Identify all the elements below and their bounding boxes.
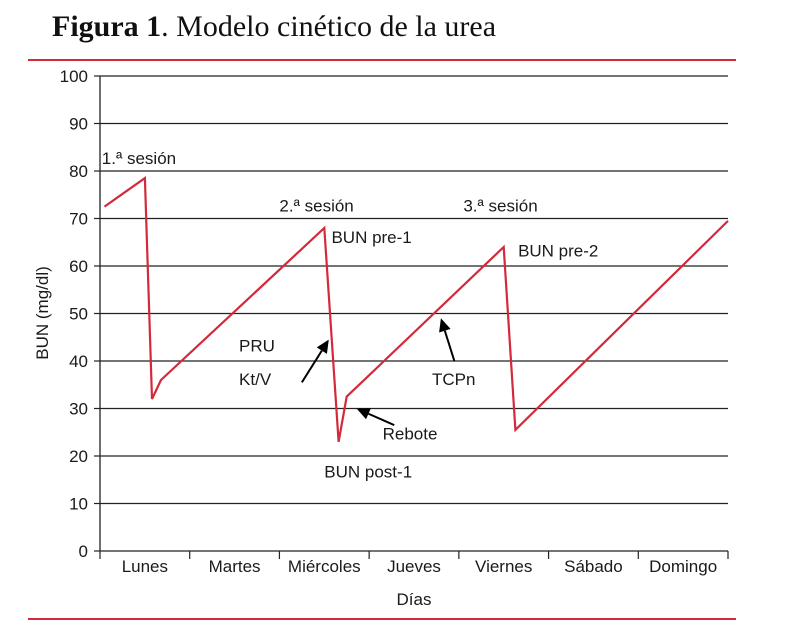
x-tick-label: Lunes xyxy=(122,557,168,576)
annotation-label: Kt/V xyxy=(239,370,272,389)
annotation-arrow xyxy=(301,350,323,383)
x-tick-label: Martes xyxy=(209,557,261,576)
x-tick-label: Viernes xyxy=(475,557,532,576)
y-tick-label: 50 xyxy=(69,305,88,324)
annotation-label: BUN post-1 xyxy=(324,462,412,481)
y-tick-label: 100 xyxy=(60,67,88,86)
annotation-label: Rebote xyxy=(383,424,438,443)
annotation-label: PRU xyxy=(239,337,275,356)
bun-series-line xyxy=(103,176,729,442)
annotation-arrow xyxy=(368,412,395,427)
annotation-arrow xyxy=(443,330,456,362)
figure-title-text: . Modelo cinético de la urea xyxy=(161,10,497,43)
figure-label: Figura 1 xyxy=(52,10,162,43)
annotation-label: TCPn xyxy=(432,370,475,389)
y-tick-label: 90 xyxy=(69,115,88,134)
y-tick-label: 70 xyxy=(69,210,88,229)
bottom-rule xyxy=(28,618,736,620)
top-rule xyxy=(28,59,736,61)
y-tick-label: 60 xyxy=(69,257,88,276)
x-tick-label: Miércoles xyxy=(288,557,361,576)
annotation-label: BUN pre-1 xyxy=(331,228,411,247)
annotation-arrowhead xyxy=(439,318,451,333)
x-tick-label: Jueves xyxy=(387,557,441,576)
y-tick-label: 40 xyxy=(69,352,88,371)
series-layer xyxy=(103,176,729,442)
y-axis-label: BUN (mg/dl) xyxy=(33,266,52,360)
annotation-arrowhead xyxy=(316,339,329,354)
x-tick-label: Domingo xyxy=(649,557,717,576)
y-tick-label: 0 xyxy=(79,542,88,561)
axis-layer: 0 10 20 30 40 50 60 70 80 90 100 Lunes Martes Miércol… xyxy=(60,67,729,576)
annotation-label: 3.ª sesión xyxy=(463,196,537,215)
x-tick-label: Sábado xyxy=(564,557,623,576)
annotation-label: BUN pre-2 xyxy=(518,242,598,261)
annotation-arrowhead xyxy=(356,408,371,420)
x-axis-label: Días xyxy=(397,590,432,609)
annotation-label: 1.ª sesión xyxy=(102,149,176,168)
grid-layer xyxy=(100,75,728,505)
y-tick-label: 30 xyxy=(69,400,88,419)
figure-title: Figura 1. Modelo cinético de la urea xyxy=(52,10,496,44)
annotation-layer: 1.ª sesión 2.ª sesión 3.ª sesión BUN pre-1 B… xyxy=(102,149,599,482)
y-tick-label: 20 xyxy=(69,447,88,466)
y-tick-label: 10 xyxy=(69,495,88,514)
y-tick-label: 80 xyxy=(69,162,88,181)
annotation-label: 2.ª sesión xyxy=(279,196,353,215)
